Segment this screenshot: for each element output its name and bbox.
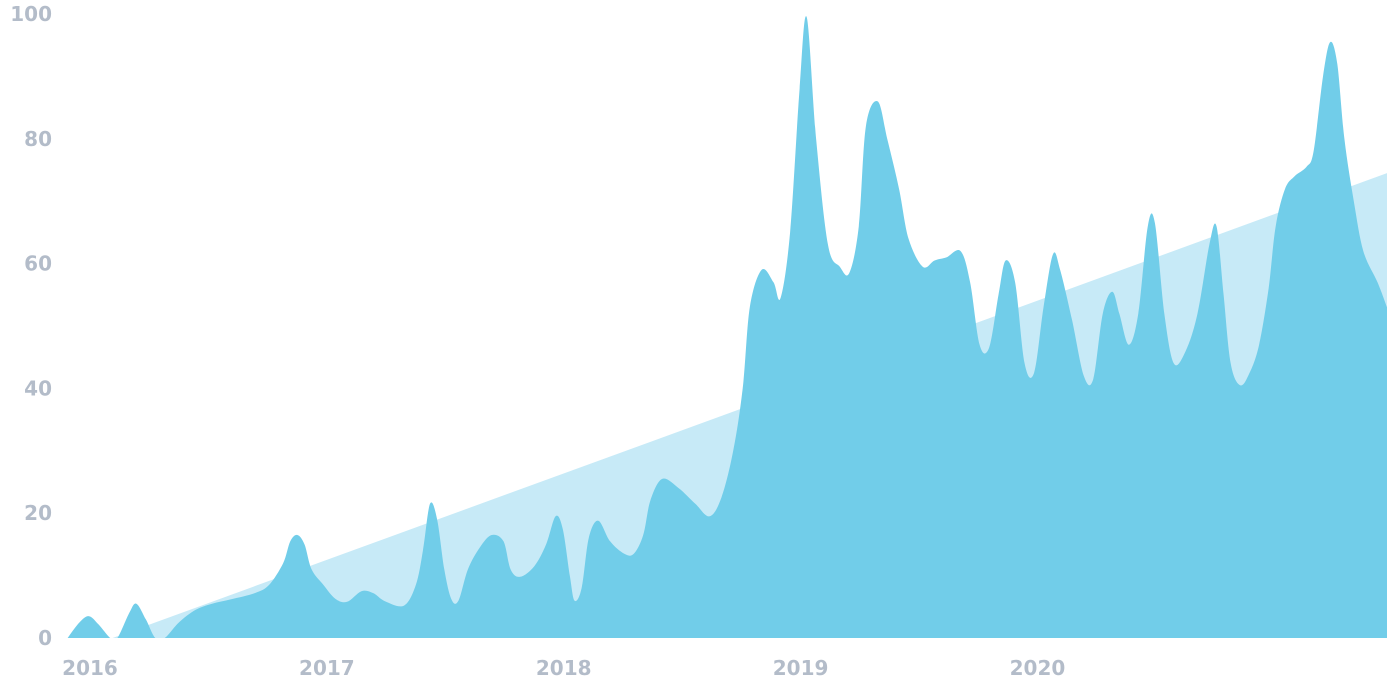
series-area-layer [67,16,1388,639]
x-tick-label: 2020 [1010,656,1066,680]
y-tick-label: 20 [24,501,52,525]
y-tick-label: 100 [10,2,52,26]
x-tick-label: 2016 [62,656,118,680]
x-tick-label: 2017 [299,656,355,680]
y-tick-label: 80 [24,127,52,151]
y-tick-label: 0 [38,626,52,650]
series-area [67,16,1388,639]
x-tick-label: 2018 [536,656,592,680]
y-tick-label: 40 [24,376,52,400]
y-axis: 0 20 40 60 80 100 [10,2,52,650]
x-tick-label: 2019 [773,656,829,680]
x-axis: 2016 2017 2018 2019 2020 [62,656,1065,680]
y-tick-label: 60 [24,252,52,276]
